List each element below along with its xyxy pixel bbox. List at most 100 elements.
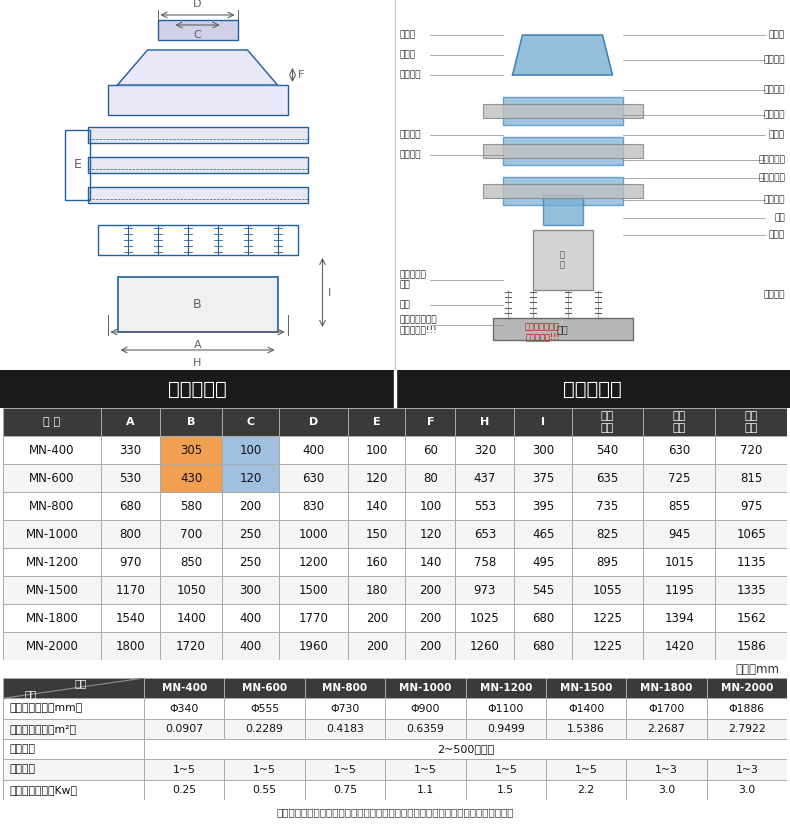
Text: 465: 465 xyxy=(532,528,555,540)
Bar xyxy=(144,759,224,779)
Bar xyxy=(644,464,715,492)
Bar xyxy=(305,759,386,779)
Text: 395: 395 xyxy=(532,500,555,512)
Bar xyxy=(224,678,305,698)
Bar xyxy=(157,20,238,40)
Text: 底座: 底座 xyxy=(557,324,568,334)
Text: 0.4183: 0.4183 xyxy=(326,724,364,734)
Bar xyxy=(626,698,706,719)
Bar xyxy=(572,576,644,604)
Bar xyxy=(3,464,101,492)
Bar xyxy=(514,520,572,548)
Text: 160: 160 xyxy=(366,555,388,569)
Bar xyxy=(706,719,787,739)
Bar xyxy=(222,408,279,436)
Text: 80: 80 xyxy=(423,471,438,485)
Text: D: D xyxy=(194,0,201,9)
Bar xyxy=(546,759,626,779)
Text: 一般结构图: 一般结构图 xyxy=(563,379,622,398)
Text: 1540: 1540 xyxy=(116,612,145,624)
Text: 橡胶球: 橡胶球 xyxy=(769,130,785,139)
Text: 970: 970 xyxy=(119,555,142,569)
Text: 弹簧: 弹簧 xyxy=(400,300,411,310)
Bar xyxy=(644,604,715,632)
Text: 400: 400 xyxy=(303,443,325,457)
Text: 0.25: 0.25 xyxy=(172,785,197,795)
Text: 1.5386: 1.5386 xyxy=(567,724,605,734)
Bar xyxy=(279,408,348,436)
Text: 额外重锤板: 额外重锤板 xyxy=(758,173,785,183)
Text: 单位：mm: 单位：mm xyxy=(735,662,779,676)
Text: 540: 540 xyxy=(596,443,619,457)
Text: 120: 120 xyxy=(419,528,442,540)
Text: 球形清洗板: 球形清洗板 xyxy=(758,155,785,164)
Text: 1400: 1400 xyxy=(176,612,206,624)
Text: B: B xyxy=(187,417,195,427)
Text: 1~5: 1~5 xyxy=(414,764,437,774)
Bar xyxy=(706,678,787,698)
Text: 100: 100 xyxy=(419,500,442,512)
Bar xyxy=(279,576,348,604)
Text: 1~3: 1~3 xyxy=(655,764,678,774)
Text: 800: 800 xyxy=(119,528,141,540)
Text: 1050: 1050 xyxy=(176,583,206,597)
Bar xyxy=(572,548,644,576)
Text: 437: 437 xyxy=(474,471,496,485)
Text: 1770: 1770 xyxy=(299,612,329,624)
Bar xyxy=(465,698,546,719)
Bar xyxy=(386,779,465,800)
Text: 300: 300 xyxy=(532,443,554,457)
Text: 680: 680 xyxy=(532,639,555,652)
Bar xyxy=(543,195,582,225)
Text: MN-400: MN-400 xyxy=(162,683,207,693)
Bar xyxy=(483,104,642,118)
Bar xyxy=(502,137,623,165)
Text: MN-1200: MN-1200 xyxy=(25,555,78,569)
Bar xyxy=(706,779,787,800)
Bar xyxy=(222,520,279,548)
Bar xyxy=(715,520,787,548)
Bar xyxy=(3,739,144,759)
Bar xyxy=(386,698,465,719)
Bar xyxy=(502,177,623,205)
Text: 有效筛分直径（mm）: 有效筛分直径（mm） xyxy=(9,704,82,714)
Bar xyxy=(160,576,222,604)
Text: 进料口: 进料口 xyxy=(769,31,785,40)
Bar xyxy=(348,604,405,632)
Text: 250: 250 xyxy=(239,528,261,540)
Text: Φ1700: Φ1700 xyxy=(649,704,685,714)
Text: 400: 400 xyxy=(239,639,261,652)
Bar xyxy=(706,759,787,779)
Bar xyxy=(483,184,642,198)
Bar xyxy=(455,520,514,548)
Bar xyxy=(160,604,222,632)
Text: 945: 945 xyxy=(668,528,690,540)
Bar xyxy=(0,370,395,408)
Text: MN-400: MN-400 xyxy=(29,443,75,457)
Text: 顶部框架: 顶部框架 xyxy=(400,71,422,80)
Text: A: A xyxy=(194,340,201,350)
Text: Φ555: Φ555 xyxy=(250,704,280,714)
Bar xyxy=(715,408,787,436)
Text: 300: 300 xyxy=(239,583,261,597)
Text: 运输用固定螺栓
试机时去掉!!!: 运输用固定螺栓 试机时去掉!!! xyxy=(525,322,560,341)
Bar xyxy=(279,492,348,520)
Bar xyxy=(144,698,224,719)
Text: 1055: 1055 xyxy=(592,583,623,597)
Text: 1200: 1200 xyxy=(299,555,329,569)
Bar xyxy=(222,576,279,604)
Bar xyxy=(644,492,715,520)
Bar xyxy=(224,719,305,739)
Bar xyxy=(144,719,224,739)
Bar xyxy=(3,436,101,464)
Text: 735: 735 xyxy=(596,500,619,512)
Bar xyxy=(3,759,144,779)
Bar xyxy=(455,604,514,632)
Bar xyxy=(222,464,279,492)
Text: 120: 120 xyxy=(366,471,388,485)
Bar xyxy=(348,492,405,520)
Bar xyxy=(386,719,465,739)
Text: 200: 200 xyxy=(366,639,388,652)
Bar xyxy=(144,739,787,759)
Text: I: I xyxy=(328,288,331,298)
